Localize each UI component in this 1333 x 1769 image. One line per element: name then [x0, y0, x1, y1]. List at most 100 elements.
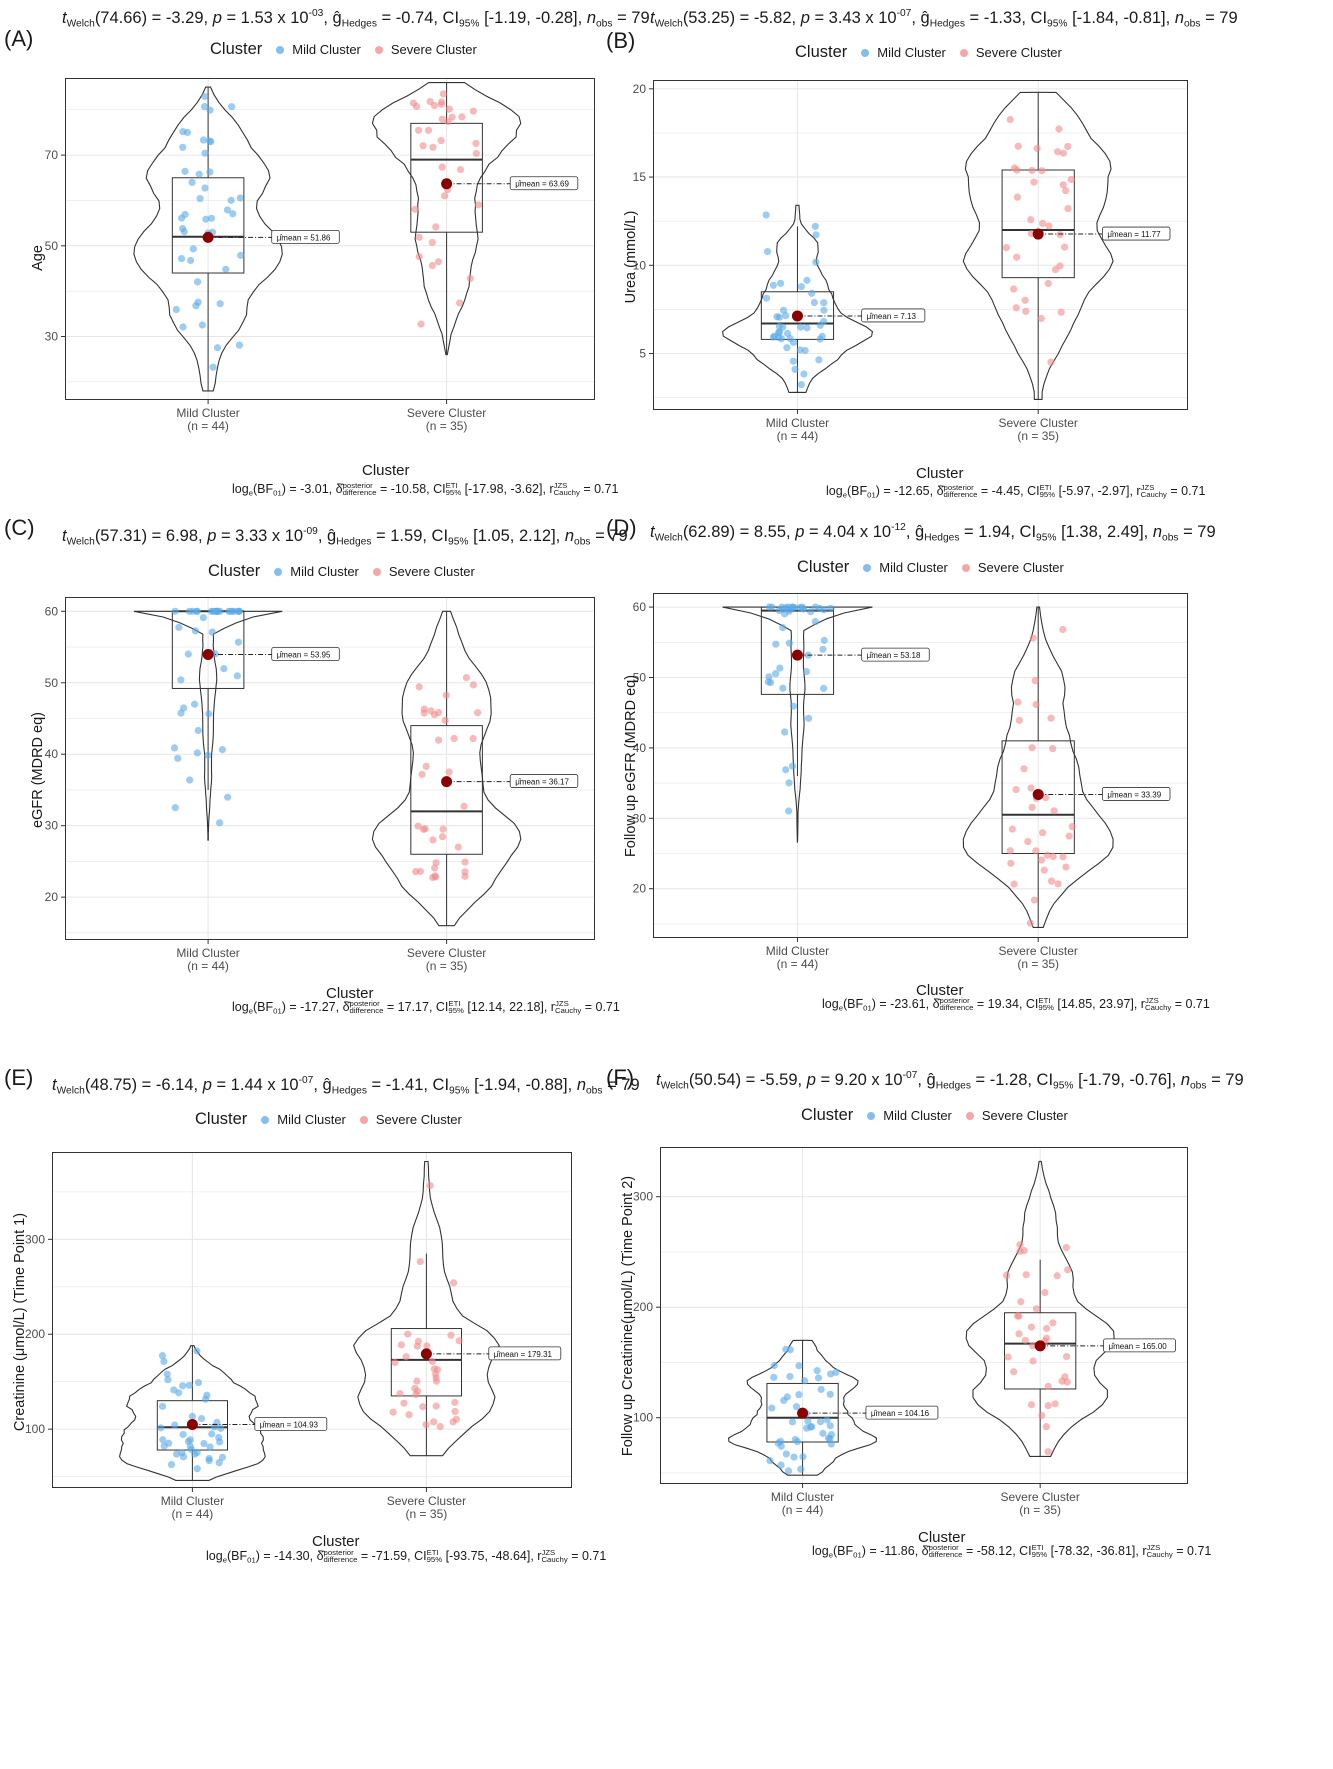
severe-data-point [1016, 1247, 1024, 1255]
severe-data-point [426, 1181, 434, 1190]
panel-e-xlabel: Cluster [312, 1533, 360, 1550]
panel-b-subtitle: tWelch(53.25) = -5.82, p = 3.43 x 10-07,… [650, 8, 1238, 30]
panel-f-plot: μ̂mean = 104.16 μ̂mean = 165.00 100 200 300 M… [633, 1147, 1188, 1517]
mild-mean-label: μ̂mean = 53.18 [861, 647, 930, 662]
mild-data-point [827, 604, 835, 613]
mild-data-point [796, 346, 804, 354]
severe-data-point [1028, 1342, 1037, 1350]
severe-data-point [414, 126, 423, 134]
panel-e-plot: μ̂mean = 104.93 μ̂mean = 179.31 100 200 300 M… [25, 1152, 572, 1521]
legend-label: Mild Cluster [290, 564, 359, 579]
severe-data-point [414, 1387, 422, 1395]
panel-d-xlabel: Cluster [916, 982, 964, 999]
legend-label: Severe Cluster [388, 564, 475, 579]
severe-data-point [1065, 832, 1073, 840]
severe-data-point [461, 858, 469, 866]
x-tick-label: Severe Cluster [407, 946, 486, 960]
severe-data-point [1017, 1298, 1025, 1306]
panel-border [52, 1152, 572, 1488]
legend-title: Cluster [795, 43, 848, 61]
mild-box [171, 177, 245, 274]
panel-f-xlabel: Cluster [918, 1529, 966, 1546]
y-tick-label: 30 [45, 330, 59, 344]
severe-mean-point [420, 1348, 432, 1360]
severe-data-point [1020, 765, 1028, 773]
mild-data-point [204, 751, 212, 759]
mild-data-point [782, 766, 790, 774]
mild-data-point [804, 1417, 812, 1425]
panel-border [65, 597, 595, 940]
mild-data-point [832, 1368, 840, 1377]
severe-data-point [434, 736, 443, 744]
severe-data-point [1043, 1324, 1051, 1333]
severe-data-point [1053, 148, 1062, 156]
svg-text:μ̂mean = 33.39: μ̂mean = 33.39 [1107, 790, 1161, 799]
severe-data-point [1063, 1378, 1071, 1386]
severe-data-point [1010, 1368, 1018, 1376]
mild-mean-point [791, 310, 803, 322]
legend-dot-icon [372, 567, 381, 576]
svg-text:μ̂mean = 7.13: μ̂mean = 7.13 [867, 312, 917, 321]
mild-data-point [206, 168, 214, 176]
mild-data-point [811, 603, 820, 611]
svg-text:μ̂mean = 53.95: μ̂mean = 53.95 [277, 651, 331, 660]
mild-data-point [770, 1373, 778, 1381]
mild-data-point [160, 1442, 168, 1450]
mild-data-point [769, 281, 777, 289]
severe-data-point [1032, 847, 1040, 855]
severe-data-point [1012, 304, 1020, 312]
mild-data-point [773, 313, 781, 321]
legend-key-mild: Mild Cluster [861, 45, 946, 60]
mild-data-point [763, 248, 772, 256]
y-tick-label: 200 [633, 1300, 653, 1314]
severe-data-point [439, 90, 447, 98]
mild-data-point [800, 370, 808, 378]
panel-border [660, 1147, 1188, 1484]
mild-data-point [810, 298, 818, 307]
mild-data-point [213, 344, 222, 352]
panel-a-letter: (A) [4, 26, 34, 51]
severe-data-point [472, 149, 480, 158]
mild-data-point [200, 1439, 208, 1448]
severe-mean-label: μ̂mean = 165.00 [1103, 1338, 1176, 1353]
mild-data-point [177, 255, 186, 263]
severe-data-point [1045, 222, 1053, 230]
x-tick-label: Mild Cluster [771, 1490, 834, 1504]
mild-data-point [797, 1465, 805, 1473]
x-tick-count: (n = 44) [187, 419, 229, 433]
mild-data-point [777, 1461, 785, 1469]
severe-data-point [449, 1279, 458, 1287]
mild-data-point [205, 710, 213, 718]
legend-key-severe: Severe Cluster [374, 42, 477, 57]
severe-box [1004, 1312, 1077, 1390]
severe-data-point [438, 833, 447, 841]
severe-data-point [1006, 847, 1014, 855]
mild-data-point [177, 676, 185, 684]
legend-key-mild: Mild Cluster [867, 1108, 952, 1123]
mild-data-point [224, 793, 232, 801]
legend-label: Mild Cluster [879, 560, 948, 575]
severe-mean-point [1034, 1340, 1046, 1352]
severe-data-point [1049, 1319, 1057, 1327]
svg-text:μ̂mean = 179.31: μ̂mean = 179.31 [494, 1350, 553, 1359]
mild-data-point [815, 356, 823, 364]
x-tick-label: Mild Cluster [161, 1494, 224, 1508]
y-tick-label: 300 [633, 1190, 653, 1204]
severe-data-point [1013, 193, 1021, 201]
mild-data-point [827, 1440, 835, 1448]
mild-data-point [817, 1385, 825, 1394]
mild-mean-point [186, 1418, 198, 1430]
severe-data-point [1027, 784, 1035, 792]
legend-title: Cluster [210, 40, 263, 58]
mild-data-point [191, 627, 200, 635]
mild-data-point [201, 184, 209, 192]
x-tick-count: (n = 35) [1017, 429, 1059, 443]
x-tick-label: Mild Cluster [176, 946, 239, 960]
legend-dot-icon [959, 48, 968, 57]
svg-text:μ̂mean = 63.69: μ̂mean = 63.69 [515, 180, 569, 189]
mild-data-point [193, 1347, 201, 1355]
legend-key-mild: Mild Cluster [863, 560, 948, 575]
severe-data-point [442, 691, 450, 699]
severe-data-point [1041, 1288, 1049, 1297]
mild-data-point [179, 1382, 187, 1390]
